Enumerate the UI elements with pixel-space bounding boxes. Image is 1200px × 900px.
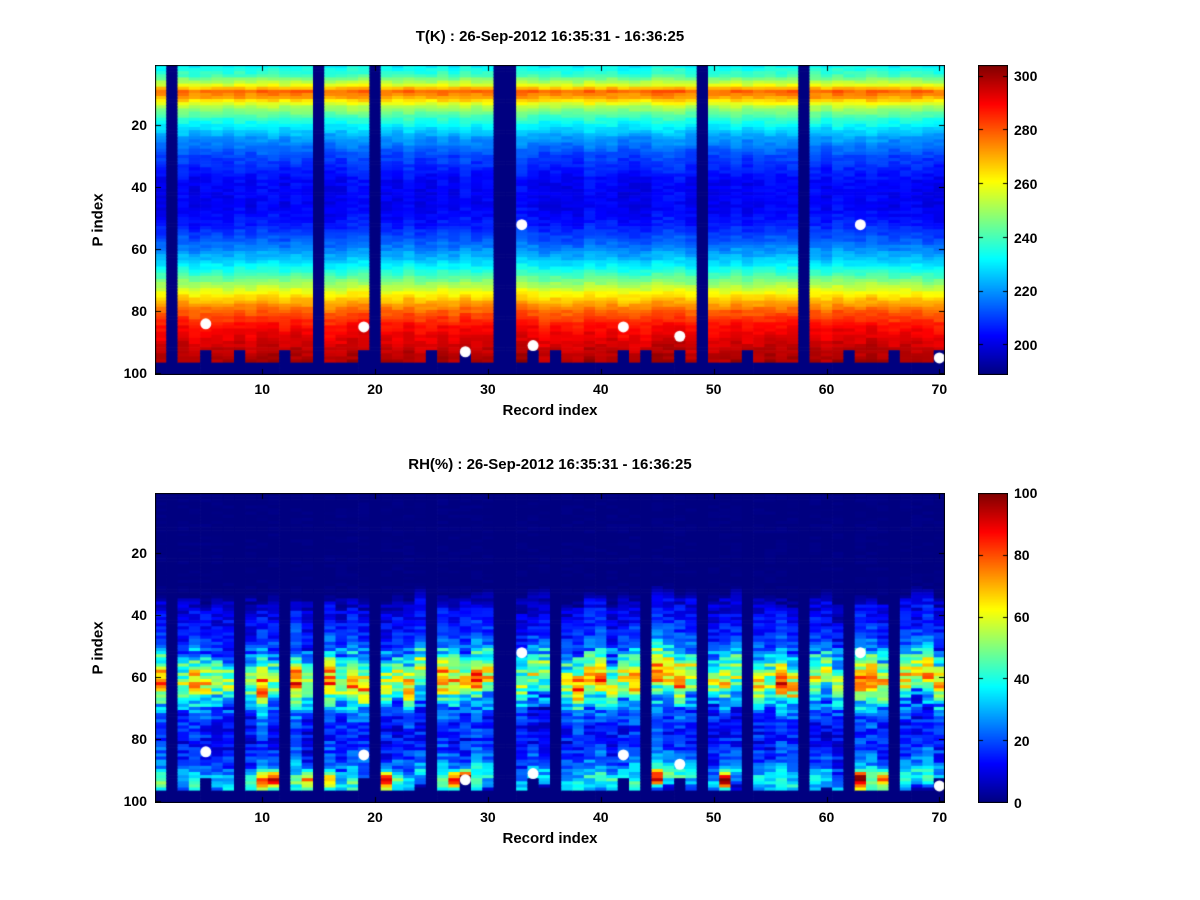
y-tick-label: 80 [131, 303, 147, 320]
temperature-colorbar [978, 65, 1008, 375]
colorbar-tick-label: 280 [1014, 121, 1038, 138]
y-tick-label: 60 [131, 241, 147, 258]
humidity-plot: RH(%) : 26-Sep-2012 16:35:31 - 16:36:25 … [0, 428, 1200, 878]
plot-title: RH(%) : 26-Sep-2012 16:35:31 - 16:36:25 [408, 456, 692, 473]
y-tick-label: 80 [131, 731, 147, 748]
humidity-heatmap-canvas [155, 493, 945, 803]
x-tick-label: 50 [705, 809, 722, 825]
y-tick-label: 60 [131, 669, 147, 686]
x-tick-label: 60 [818, 809, 835, 825]
x-tick-label: 60 [818, 381, 835, 397]
colorbar-tick-label: 240 [1014, 229, 1038, 246]
x-tick-label: 10 [254, 809, 270, 825]
colorbar-tick-label: 40 [1014, 671, 1030, 687]
colorbar-tick-label: 100 [1014, 485, 1038, 501]
colorbar-tick-label: 300 [1014, 67, 1038, 84]
y-tick-label: 40 [131, 607, 147, 624]
y-tick-label: 20 [131, 117, 147, 134]
colorbar-tick-label: 60 [1014, 609, 1030, 625]
x-tick-label: 30 [480, 381, 496, 397]
y-tick-label: 100 [123, 793, 147, 810]
x-tick-label: 30 [480, 809, 496, 825]
temperature-heatmap-canvas [155, 65, 945, 375]
humidity-colorbar [978, 493, 1008, 803]
x-tick-label: 10 [254, 381, 270, 397]
x-tick-label: 40 [592, 809, 609, 825]
y-tick-label: 100 [123, 365, 147, 382]
temperature-plot: T(K) : 26-Sep-2012 16:35:31 - 16:36:25 P… [89, 28, 1038, 419]
x-tick-label: 20 [367, 809, 383, 825]
x-tick-label: 70 [931, 381, 948, 397]
colorbar-tick-label: 0 [1014, 795, 1022, 811]
y-tick-label: 20 [131, 545, 147, 562]
plot-title: T(K) : 26-Sep-2012 16:35:31 - 16:36:25 [415, 28, 685, 45]
x-tick-label: 50 [705, 381, 722, 397]
x-tick-label: 20 [367, 381, 383, 397]
x-axis-label: Record index [502, 402, 598, 419]
colorbar-tick-label: 220 [1014, 283, 1038, 300]
colorbar-tick-label: 260 [1014, 175, 1038, 192]
x-axis-label: Record index [502, 830, 598, 847]
y-axis-label: P index [89, 621, 107, 675]
x-tick-label: 70 [931, 809, 948, 825]
x-tick-label: 40 [592, 381, 609, 397]
y-tick-label: 40 [131, 179, 147, 196]
colorbar-tick-label: 80 [1014, 547, 1030, 563]
colorbar-tick-label: 200 [1014, 337, 1038, 354]
colorbar-tick-label: 20 [1014, 733, 1030, 749]
y-axis-label: P index [89, 193, 107, 247]
